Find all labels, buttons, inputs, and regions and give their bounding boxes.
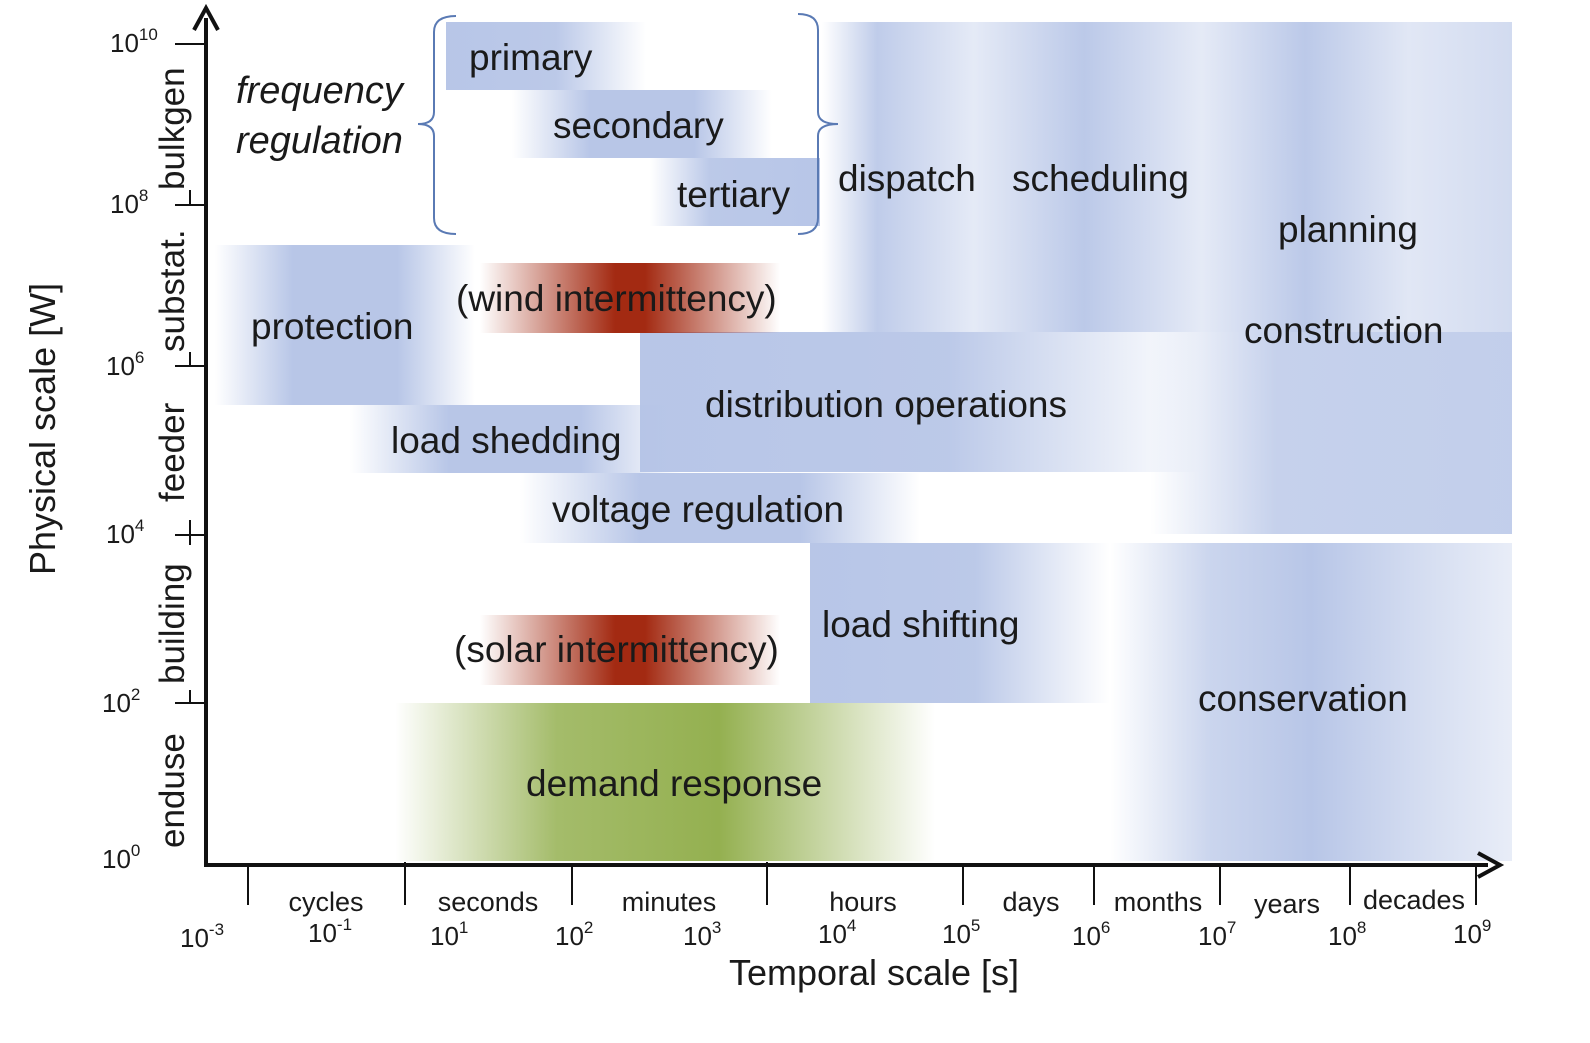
- y-tick-label: 1010: [110, 25, 158, 58]
- band-secondary: [512, 90, 772, 158]
- x-category-label: months: [1114, 887, 1203, 917]
- background-bands: [215, 22, 1512, 861]
- band-voltage: [520, 473, 920, 543]
- label-voltage-regulation: voltage regulation: [552, 489, 844, 530]
- x-tick-label: 109: [1453, 916, 1491, 949]
- x-tick-label: 10-1: [308, 915, 352, 948]
- band-conservation: [1110, 543, 1512, 861]
- label-regulation: regulation: [236, 120, 403, 162]
- x-tick-label: 106: [1072, 918, 1110, 951]
- right-brace-icon: [797, 13, 839, 235]
- x-category-labels: cycles seconds minutes hours days months…: [288, 885, 1465, 919]
- label-wind-intermittency: (wind intermittency): [456, 278, 777, 319]
- label-planning: planning: [1278, 209, 1418, 250]
- label-frequency: frequency: [236, 70, 405, 112]
- band-planning-construction: [1150, 332, 1512, 534]
- y-band-substat: substat.: [153, 229, 192, 352]
- x-tick-label: 104: [818, 916, 856, 949]
- x-axis-arrow-icon: [1477, 851, 1505, 879]
- x-category-label: decades: [1363, 885, 1465, 915]
- x-tick-label: 103: [683, 918, 721, 951]
- x-category-label: seconds: [438, 887, 539, 917]
- y-tick-label: 100: [102, 841, 140, 874]
- x-tick-label: 10-3: [180, 920, 224, 953]
- y-band-building: building: [153, 563, 192, 684]
- left-brace-icon: [417, 15, 457, 235]
- frequency-brackets: [417, 13, 839, 235]
- x-category-label: years: [1254, 889, 1320, 919]
- y-tick-label: 106: [106, 348, 144, 381]
- x-tick-label: 105: [942, 916, 980, 949]
- band-distribution: [640, 332, 1200, 472]
- label-primary: primary: [469, 37, 593, 78]
- x-tick-labels: 10-3 10-1 101 102 103 104 105 106 107 10…: [180, 915, 1491, 953]
- label-scheduling: scheduling: [1012, 158, 1189, 199]
- label-conservation: conservation: [1198, 678, 1408, 719]
- y-tick-label: 102: [102, 685, 140, 718]
- x-category-label: hours: [829, 887, 897, 917]
- band-dispatch-scheduling: [822, 22, 1512, 332]
- x-tick-label: 107: [1198, 918, 1236, 951]
- axes: [204, 18, 1488, 867]
- label-dispatch: dispatch: [838, 158, 976, 199]
- y-tick-labels: 1010 108 106 104 102 100: [102, 25, 158, 874]
- x-axis-title: Temporal scale [s]: [729, 952, 1019, 993]
- x-tick-label: 102: [555, 918, 593, 951]
- label-tertiary: tertiary: [677, 174, 791, 215]
- y-band-bulkgen: bulkgen: [153, 67, 192, 190]
- y-band-feeder: feeder: [153, 402, 192, 502]
- label-demand-response: demand response: [526, 763, 822, 804]
- label-load-shedding: load shedding: [391, 420, 621, 461]
- y-axis-arrow-icon: [192, 3, 220, 31]
- region-labels: frequency regulation primary secondary t…: [236, 37, 1444, 804]
- label-solar-intermittency: (solar intermittency): [454, 629, 779, 670]
- band-solar: [480, 615, 780, 685]
- label-load-shifting: load shifting: [822, 604, 1019, 645]
- y-band-names: bulkgen substat. feeder building enduse: [153, 67, 192, 848]
- label-protection: protection: [251, 306, 414, 347]
- y-band-enduse: enduse: [153, 733, 192, 848]
- band-wind: [480, 263, 780, 333]
- label-distribution-operations: distribution operations: [705, 384, 1067, 425]
- label-construction: construction: [1244, 310, 1444, 351]
- x-category-label: days: [1002, 887, 1059, 917]
- x-tick-label: 101: [430, 918, 468, 951]
- band-tertiary: [650, 158, 820, 226]
- band-load-shifting: [810, 543, 1110, 703]
- band-primary: [446, 22, 646, 90]
- band-protection: [215, 245, 475, 405]
- y-tick-label: 108: [110, 186, 148, 219]
- y-axis-title: Physical scale [W]: [22, 283, 63, 575]
- label-secondary: secondary: [553, 105, 724, 146]
- x-tick-label: 108: [1328, 918, 1366, 951]
- band-demand-response: [395, 703, 935, 861]
- x-tick-marks: [247, 862, 1477, 905]
- x-category-label: minutes: [622, 887, 717, 917]
- band-load-shedding: [350, 405, 680, 473]
- y-tick-label: 104: [106, 516, 144, 549]
- x-category-label: cycles: [288, 887, 363, 917]
